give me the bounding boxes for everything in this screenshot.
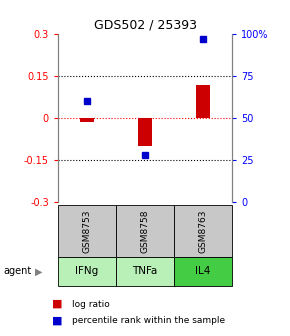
Text: ▶: ▶ bbox=[35, 266, 43, 276]
Text: log ratio: log ratio bbox=[72, 300, 110, 308]
Title: GDS502 / 25393: GDS502 / 25393 bbox=[93, 18, 197, 31]
Text: ■: ■ bbox=[52, 299, 63, 309]
Bar bbox=[138, 118, 152, 145]
Text: agent: agent bbox=[3, 266, 31, 276]
Text: ■: ■ bbox=[52, 316, 63, 326]
Text: percentile rank within the sample: percentile rank within the sample bbox=[72, 317, 226, 325]
Bar bbox=[196, 85, 210, 118]
Text: GSM8763: GSM8763 bbox=[198, 209, 208, 253]
Text: TNFa: TNFa bbox=[132, 266, 158, 276]
Text: GSM8758: GSM8758 bbox=[140, 209, 150, 253]
Text: IFNg: IFNg bbox=[75, 266, 99, 276]
Bar bbox=[80, 118, 94, 122]
Text: GSM8753: GSM8753 bbox=[82, 209, 92, 253]
Text: IL4: IL4 bbox=[195, 266, 211, 276]
